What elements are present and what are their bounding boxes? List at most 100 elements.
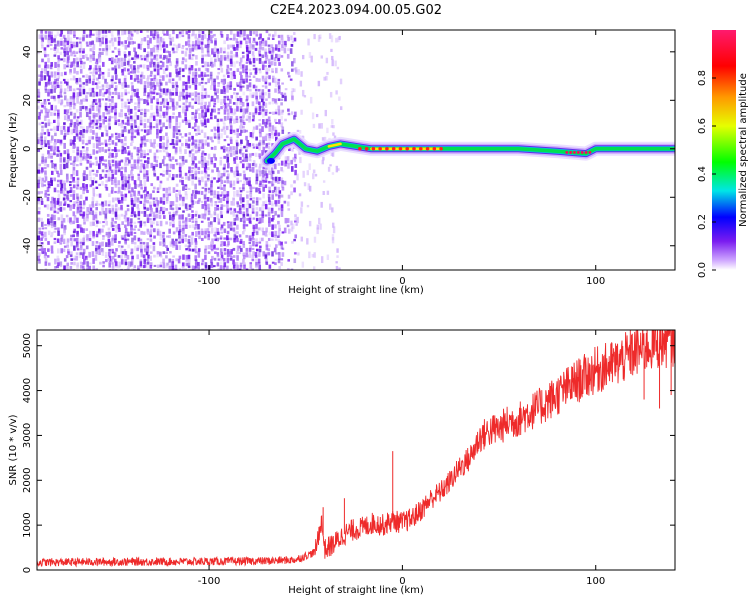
noise-cell [72, 61, 75, 67]
noise-cell [75, 241, 79, 248]
noise-cell [181, 155, 185, 162]
noise-cell [37, 91, 41, 98]
noise-cell [156, 251, 160, 255]
noise-cell [259, 44, 262, 50]
noise-cell [286, 218, 290, 223]
noise-cell [114, 197, 118, 201]
noise-cell [168, 51, 171, 55]
noise-cell [69, 30, 73, 35]
noise-cell [258, 128, 262, 134]
noise-cell [153, 186, 156, 190]
noise-cell [88, 34, 92, 38]
noise-cell [200, 44, 203, 50]
noise-cell [223, 123, 226, 129]
noise-cell [63, 64, 66, 70]
noise-cell [43, 248, 47, 254]
noise-cell [232, 227, 236, 232]
noise-cell [143, 262, 147, 268]
noise-cell [146, 249, 150, 254]
noise-cell [118, 261, 122, 268]
noise-cell [198, 34, 201, 38]
noise-cell [149, 245, 152, 249]
noise-cell [185, 142, 188, 147]
noise-cell [226, 208, 230, 212]
noise-cell [258, 53, 262, 57]
noise-cell [88, 265, 91, 270]
noise-cell [44, 81, 48, 87]
noise-cell [262, 230, 265, 236]
noise-cell [175, 206, 179, 213]
noise-cell [245, 224, 249, 227]
noise-cell [63, 88, 67, 92]
noise-cell [251, 152, 255, 156]
noise-cell [168, 122, 172, 129]
noise-cell [66, 194, 69, 200]
noise-cell [238, 34, 242, 38]
noise-cell [187, 105, 191, 108]
noise-speck [335, 265, 339, 270]
noise-cell [98, 228, 101, 234]
noise-cell [214, 227, 217, 234]
noise-cell [166, 166, 169, 172]
noise-cell [185, 139, 188, 144]
noise-cell [239, 180, 242, 183]
noise-cell [165, 106, 169, 111]
noise-cell [235, 146, 239, 151]
noise-cell [127, 64, 131, 67]
noise-cell [67, 34, 70, 41]
noise-cell [181, 91, 185, 97]
noise-cell [258, 123, 262, 127]
noise-cell [82, 30, 86, 34]
noise-cell [108, 84, 112, 90]
noise-cell [67, 115, 70, 121]
noise-cell [66, 102, 69, 107]
noise-cell [41, 156, 44, 163]
noise-cell [38, 258, 41, 264]
noise-cell [166, 30, 169, 36]
noise-cell [104, 116, 107, 119]
noise-cell [226, 170, 229, 173]
noise-cell [274, 180, 278, 184]
noise-cell [251, 44, 255, 50]
noise-cell [104, 166, 108, 169]
noise-cell [41, 58, 44, 63]
noise-cell [137, 210, 141, 217]
noise-cell [37, 136, 41, 140]
noise-cell [114, 234, 117, 240]
noise-cell [70, 162, 73, 165]
noise-cell [98, 65, 101, 70]
noise-cell [139, 166, 143, 172]
noise-cell [219, 261, 223, 265]
noise-cell [248, 142, 252, 147]
noise-cell [178, 207, 181, 210]
noise-cell [85, 146, 89, 152]
noise-cell [149, 213, 152, 217]
noise-cell [95, 84, 99, 90]
noise-cell [187, 37, 191, 43]
noise-cell [255, 41, 259, 46]
noise-cell [88, 125, 92, 129]
noise-cell [219, 210, 223, 215]
noise-cell [265, 67, 268, 74]
noise-cell [152, 47, 156, 53]
noise-cell [230, 200, 234, 206]
noise-cell [165, 208, 169, 211]
noise-cell [290, 268, 294, 270]
noise-cell [79, 68, 83, 74]
noise-cell [207, 78, 210, 84]
noise-cell [130, 227, 133, 233]
noise-cell [85, 196, 88, 201]
noise-cell [255, 231, 259, 236]
noise-cell [210, 221, 213, 225]
noise-cell [37, 191, 41, 195]
noise-cell [188, 204, 192, 208]
noise-speck [296, 216, 299, 224]
noise-cell [245, 268, 249, 270]
noise-cell [185, 119, 188, 126]
colorbar-tick-label: 0.6 [697, 118, 708, 134]
noise-cell [94, 102, 98, 105]
noise-cell [206, 68, 210, 73]
noise-cell [259, 180, 262, 186]
noise-cell [63, 115, 67, 121]
noise-cell [105, 51, 109, 56]
